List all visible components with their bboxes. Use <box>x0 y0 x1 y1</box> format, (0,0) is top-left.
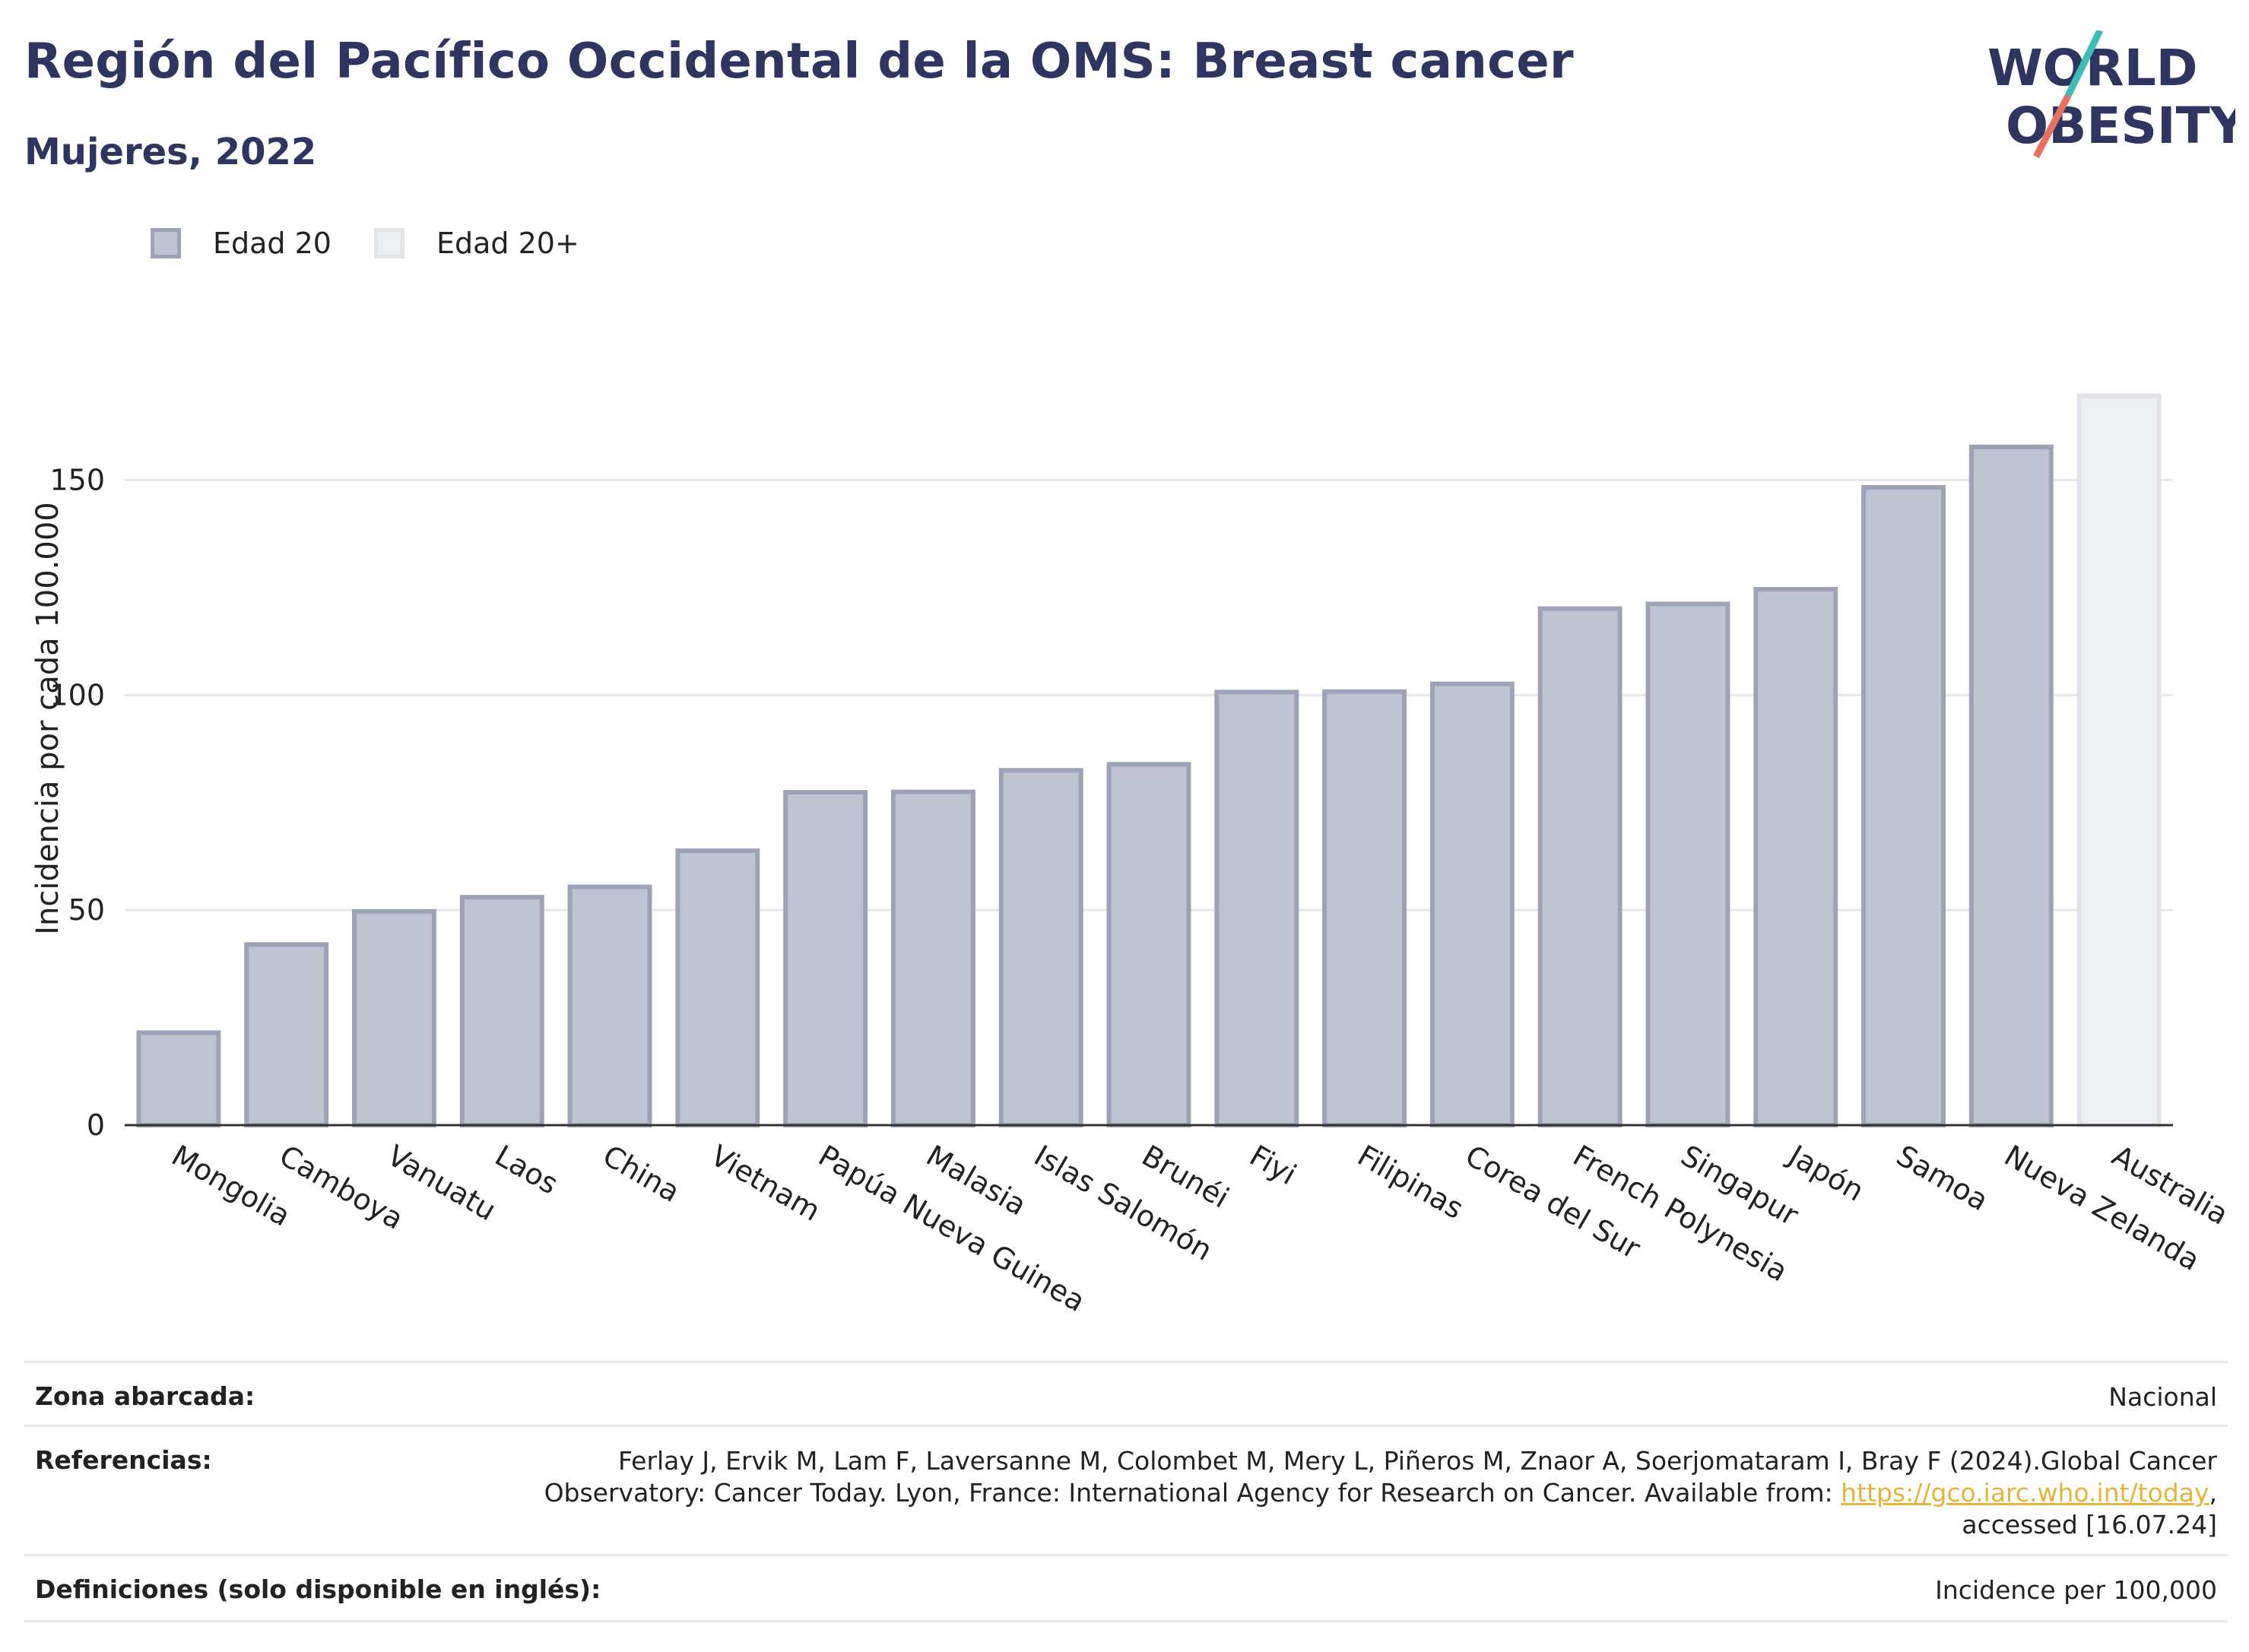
bar <box>890 789 975 1127</box>
info-row-referencias: Referencias: Ferlay J, Ervik M, Lam F, L… <box>24 1425 2228 1554</box>
y-axis-ticks: 0 50 100 150 <box>49 463 105 1142</box>
definiciones-label: Definiciones (solo disponible en inglés)… <box>35 1574 601 1604</box>
x-tick-label: Filipinas <box>1352 1139 1469 1226</box>
x-tick-label: Camboya <box>274 1139 409 1236</box>
bar <box>783 790 868 1127</box>
bar <box>1968 444 2054 1127</box>
bar <box>998 768 1083 1127</box>
world-obesity-logo: WORLD OBESITY <box>1987 30 2235 159</box>
bar <box>1429 681 1515 1127</box>
legend-item-edad-20-plus[interactable]: Edad 20+ <box>373 227 579 260</box>
zona-label: Zona abarcada: <box>35 1381 255 1411</box>
x-tick-label: Islas Salomón <box>1029 1139 1218 1267</box>
bar <box>1537 606 1623 1127</box>
x-tick-label: Vietnam <box>705 1139 826 1228</box>
ref-link[interactable]: https://gco.iarc.who.int/today <box>1841 1478 2209 1508</box>
info-row-definiciones: Definiciones (solo disponible en inglés)… <box>24 1554 2228 1622</box>
ref-line1: Ferlay J, Ervik M, Lam F, Laversanne M, … <box>617 1446 2217 1476</box>
legend-label-edad-20-plus: Edad 20+ <box>436 227 579 260</box>
bar <box>459 895 544 1127</box>
bar <box>244 942 329 1128</box>
y-tick-label: 100 <box>49 678 105 712</box>
legend-item-edad-20[interactable]: Edad 20 <box>151 227 331 260</box>
ref-line3: accessed [16.07.24] <box>1962 1510 2217 1539</box>
chart-legend: Edad 20 Edad 20+ <box>151 227 622 260</box>
referencias-value: Ferlay J, Ervik M, Lam F, Laversanne M, … <box>544 1445 2218 1539</box>
info-table: Zona abarcada: Nacional Referencias: Fer… <box>24 1361 2228 1622</box>
page-title: Región del Pacífico Occidental de la OMS… <box>24 33 1574 90</box>
bar <box>1861 485 1946 1127</box>
bar <box>1753 587 1838 1127</box>
x-tick-label: Samoa <box>1891 1139 1994 1218</box>
definiciones-value: Incidence per 100,000 <box>1935 1575 2217 1605</box>
info-row-zona: Zona abarcada: Nacional <box>24 1361 2228 1425</box>
bar <box>675 848 760 1128</box>
referencias-label: Referencias: <box>35 1445 212 1475</box>
bar <box>1214 690 1299 1127</box>
y-tick-label: 150 <box>49 463 105 496</box>
logo-slash-teal <box>2064 30 2104 97</box>
bar <box>136 1030 221 1128</box>
bar <box>1322 689 1407 1127</box>
bar <box>1106 762 1191 1127</box>
legend-swatch-edad-20-plus <box>373 228 404 258</box>
bar <box>352 908 436 1127</box>
x-tick-label: Laos <box>490 1139 564 1201</box>
y-tick-label: 0 <box>87 1108 105 1142</box>
legend-swatch-edad-20 <box>151 228 181 258</box>
page-subtitle: Mujeres, 2022 <box>24 131 317 173</box>
x-tick-label: Fiyi <box>1244 1139 1302 1191</box>
logo-slash-coral <box>2033 94 2071 159</box>
bar <box>2076 393 2162 1127</box>
bar <box>1645 601 1730 1127</box>
bar <box>567 884 652 1127</box>
y-axis-label: Incidencia por cada 100.000 <box>30 502 65 935</box>
x-tick-label: Mongolia <box>166 1139 296 1233</box>
legend-label-edad-20: Edad 20 <box>213 227 331 260</box>
chart-bars <box>136 393 2162 1128</box>
y-tick-label: 50 <box>68 893 105 927</box>
x-tick-label: Nueva Zelanda <box>1999 1139 2206 1277</box>
zona-value: Nacional <box>2108 1382 2217 1412</box>
ref-line2-post: , <box>2209 1478 2218 1508</box>
ref-line2-pre: Observatory: Cancer Today. Lyon, France:… <box>544 1478 1841 1508</box>
x-tick-label: China <box>598 1139 686 1209</box>
